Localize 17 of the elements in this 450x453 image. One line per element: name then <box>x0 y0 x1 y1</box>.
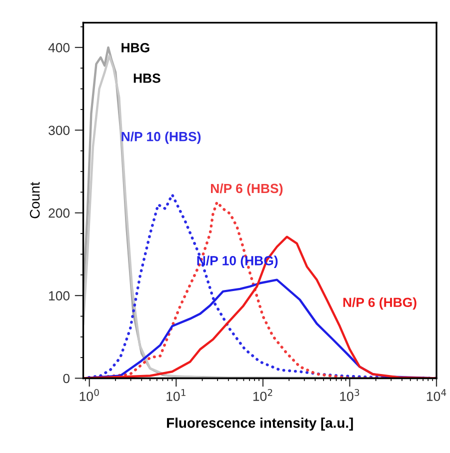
x-tick-label: 10$^{3}$ <box>340 389 360 402</box>
series-label: HBG <box>122 43 150 52</box>
y-tick-label: 400 <box>48 43 70 52</box>
x-axis-title: Fluorescence intensity [a.u.] <box>167 418 353 431</box>
x-tick-label: 10$^{1}$ <box>166 389 186 402</box>
text: N/P 10 (HBS) <box>122 132 201 144</box>
y-tick-label: 0 <box>63 374 70 384</box>
series-label: HBS <box>134 74 160 83</box>
series-label: N/P 6 (HBG) <box>343 297 416 310</box>
y-axis-title: Count <box>30 182 40 218</box>
y-tick-label: 300 <box>48 126 70 136</box>
x-tick-label: 10$^{4}$ <box>426 389 446 402</box>
y-tick-label: 200 <box>48 208 70 218</box>
y-tick-label: 100 <box>49 291 70 300</box>
x-tick-label: 10$^{0}$ <box>80 389 99 402</box>
series-label: N/P 6 (HBS) <box>210 183 283 196</box>
x-tick-label: 10$^{2}$ <box>253 389 272 402</box>
